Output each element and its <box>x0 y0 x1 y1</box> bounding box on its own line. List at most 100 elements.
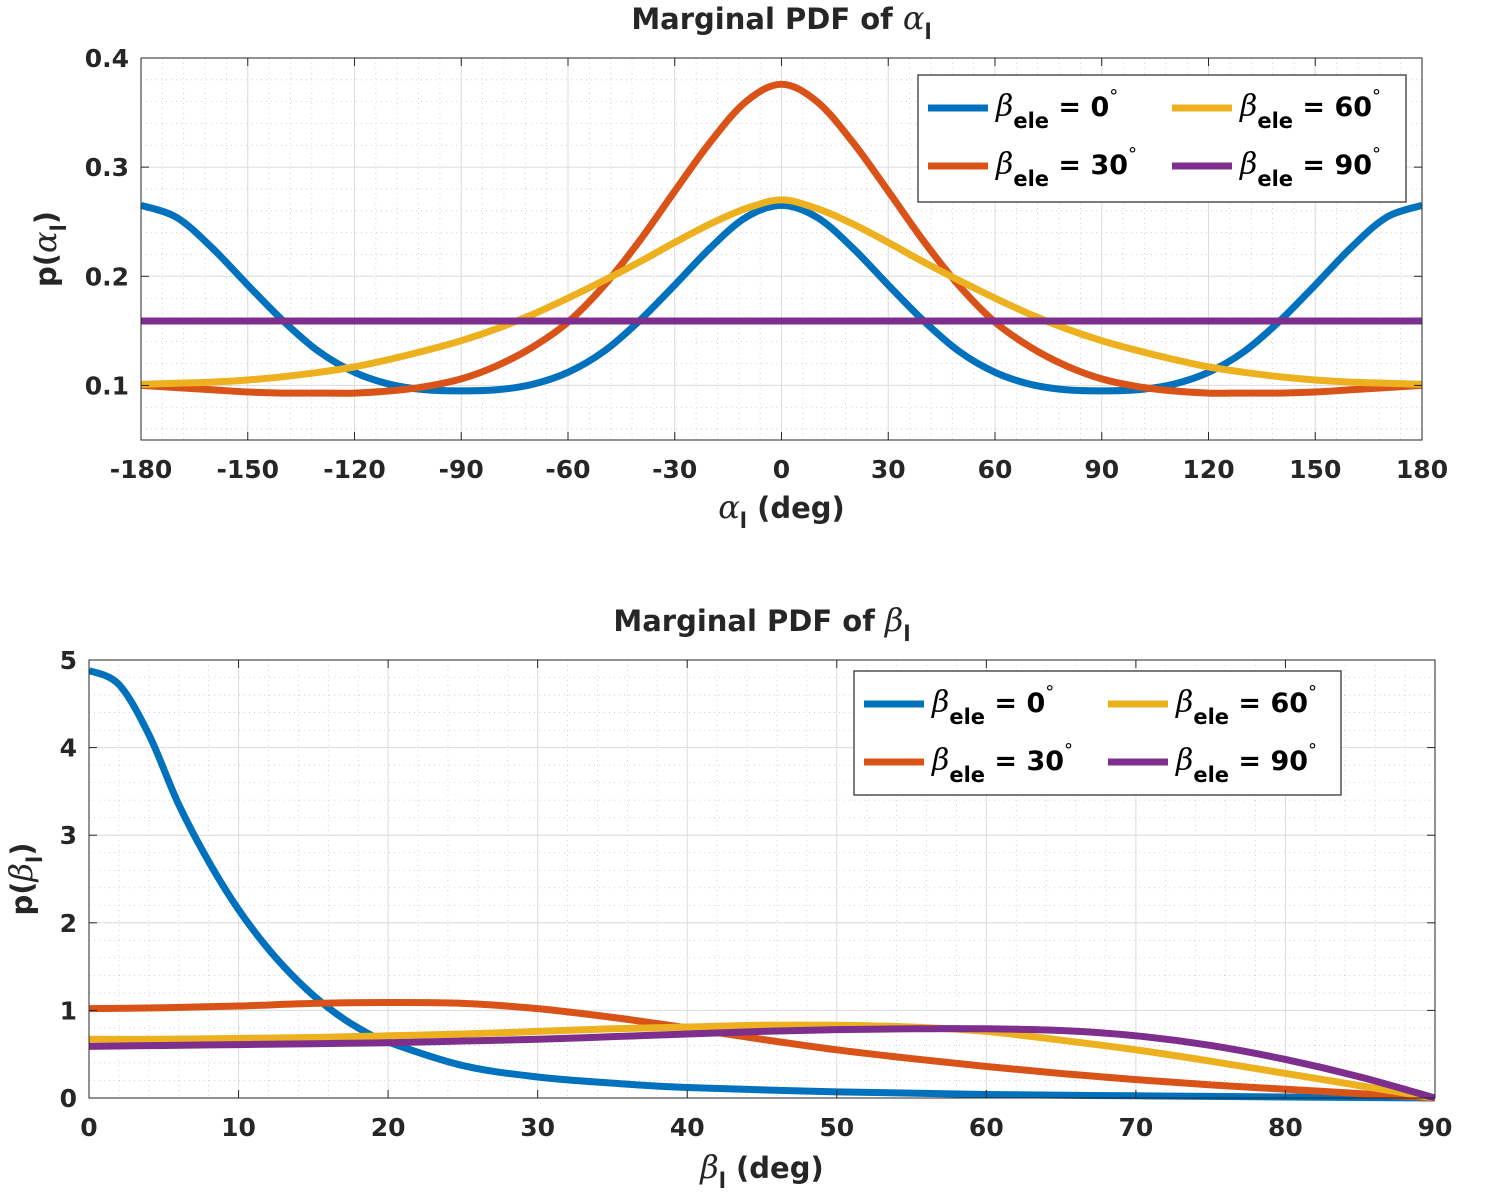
xlabel-sub: l <box>740 509 747 533</box>
legend-sub: ele <box>1013 167 1049 191</box>
legend-sub: ele <box>949 705 985 729</box>
title-var: β <box>884 601 904 639</box>
legend-degree: ° <box>1308 682 1317 703</box>
legend-text: = 60 <box>1293 92 1372 123</box>
y-tick-label: 0.1 <box>85 371 129 400</box>
xlabel-text: (deg) <box>726 1151 824 1185</box>
legend-item-1: βele = 30° <box>928 144 1137 191</box>
series-line-0 <box>89 667 1435 1102</box>
legend-sub: ele <box>1013 109 1049 133</box>
legend-label: βele = 0° <box>995 86 1118 133</box>
title-text: Marginal PDF of <box>613 604 885 638</box>
legend: βele = 0°βele = 30°βele = 60°βele = 90° <box>917 74 1407 203</box>
legend-var: β <box>995 147 1013 182</box>
xlabel-var: β <box>699 1148 719 1186</box>
x-tick-label: 30 <box>871 455 906 484</box>
ylabel-var: β <box>2 863 40 883</box>
y-axis-label: p(βl) <box>2 843 47 916</box>
legend-degree: ° <box>1045 682 1054 703</box>
chart-title: Marginal PDF of αl <box>631 0 931 44</box>
legend-label: βele = 30° <box>995 144 1137 191</box>
x-tick-label: -150 <box>216 455 279 484</box>
legend-var: β <box>931 685 949 720</box>
title-var: α <box>903 0 925 37</box>
legend-text: = 60 <box>1229 688 1308 719</box>
legend: βele = 0°βele = 30°βele = 60°βele = 90° <box>853 670 1342 796</box>
y-tick-label: 5 <box>60 646 77 675</box>
series-line-3 <box>89 1025 1435 1102</box>
y-tick-label: 1 <box>60 996 77 1025</box>
axes-box <box>88 659 1436 1099</box>
y-axis-label: p(αl) <box>26 211 71 287</box>
x-tick-label: 70 <box>1118 1113 1153 1142</box>
y-tick-label: 4 <box>60 734 77 763</box>
title-text: Marginal PDF of <box>631 2 903 36</box>
y-tick-label: 2 <box>60 909 77 938</box>
legend-text: = 30 <box>985 746 1064 777</box>
x-tick-label: 90 <box>1418 1113 1453 1142</box>
legend-item-1: βele = 30° <box>864 740 1073 787</box>
legend-sub: ele <box>949 763 985 787</box>
legend-label: βele = 90° <box>1175 740 1317 787</box>
legend-item-0: βele = 0° <box>928 86 1118 133</box>
series-line-2 <box>89 1021 1435 1102</box>
legend-sub: ele <box>1257 167 1293 191</box>
grid-lines <box>140 57 1423 440</box>
xlabel-sub: l <box>719 1169 726 1193</box>
x-tick-label: 0 <box>80 1113 97 1142</box>
legend-var: β <box>1239 89 1257 124</box>
x-tick-label: 60 <box>978 455 1013 484</box>
legend-text: = 30 <box>1049 150 1128 181</box>
xlabel-var: α <box>718 488 740 526</box>
x-tick-label: 10 <box>221 1113 256 1142</box>
x-tick-label: -180 <box>110 455 173 484</box>
x-tick-label: 0 <box>773 455 790 484</box>
series-line-1 <box>141 80 1422 397</box>
title-sub: l <box>903 622 910 646</box>
ticks: 0 10 20 30 40 50 60 70 80 90 0 1 2 3 4 5 <box>60 646 1453 1142</box>
legend-var: β <box>1175 743 1193 778</box>
legend-sub: ele <box>1193 705 1229 729</box>
legend-text: = 90 <box>1293 150 1372 181</box>
legend-text: = 0 <box>1049 92 1109 123</box>
ylabel-prefix: p( <box>5 881 39 915</box>
series-line-2 <box>141 196 1422 388</box>
x-tick-label: 30 <box>520 1113 555 1142</box>
x-axis-label: αl (deg) <box>718 488 845 533</box>
legend-degree: ° <box>1128 144 1137 165</box>
legend-text: = 90 <box>1229 746 1308 777</box>
alpha-pdf-axes: -180 -150 -120 -90 -60 -30 0 30 60 90 120 150 180 0.1… <box>26 0 1448 533</box>
x-tick-label: 120 <box>1182 455 1234 484</box>
series-line-0 <box>141 201 1422 395</box>
ylabel-suffix: ) <box>5 843 39 856</box>
legend-degree: ° <box>1109 86 1118 107</box>
ylabel-suffix: ) <box>29 211 63 224</box>
x-tick-label: 90 <box>1084 455 1119 484</box>
legend-label: βele = 60° <box>1239 86 1381 133</box>
x-tick-label: 40 <box>670 1113 705 1142</box>
ylabel-prefix: p( <box>29 253 63 287</box>
y-tick-label: 3 <box>60 821 77 850</box>
legend-label: βele = 30° <box>931 740 1073 787</box>
y-tick-label: 0.4 <box>85 44 129 73</box>
x-tick-label: 60 <box>969 1113 1004 1142</box>
legend-sub: ele <box>1193 763 1229 787</box>
legend-degree: ° <box>1308 740 1317 761</box>
x-tick-label: 50 <box>819 1113 854 1142</box>
beta-pdf-axes: 0 10 20 30 40 50 60 70 80 90 0 1 2 3 4 5 Marginal PDF of… <box>2 601 1452 1193</box>
legend-item-3: βele = 90° <box>1172 144 1381 191</box>
legend-var: β <box>931 743 949 778</box>
x-axis-label: βl (deg) <box>699 1148 824 1193</box>
legend-item-2: βele = 60° <box>1108 682 1317 729</box>
x-tick-label: -60 <box>545 455 590 484</box>
x-tick-label: -30 <box>652 455 697 484</box>
legend-label: βele = 0° <box>931 682 1054 729</box>
legend-box <box>917 74 1407 203</box>
series-lines <box>141 80 1422 397</box>
x-tick-label: 150 <box>1289 455 1341 484</box>
legend-item-3: βele = 90° <box>1108 740 1317 787</box>
x-tick-label: 80 <box>1268 1113 1303 1142</box>
legend-text: = 0 <box>985 688 1045 719</box>
ylabel-sub: l <box>23 856 47 863</box>
